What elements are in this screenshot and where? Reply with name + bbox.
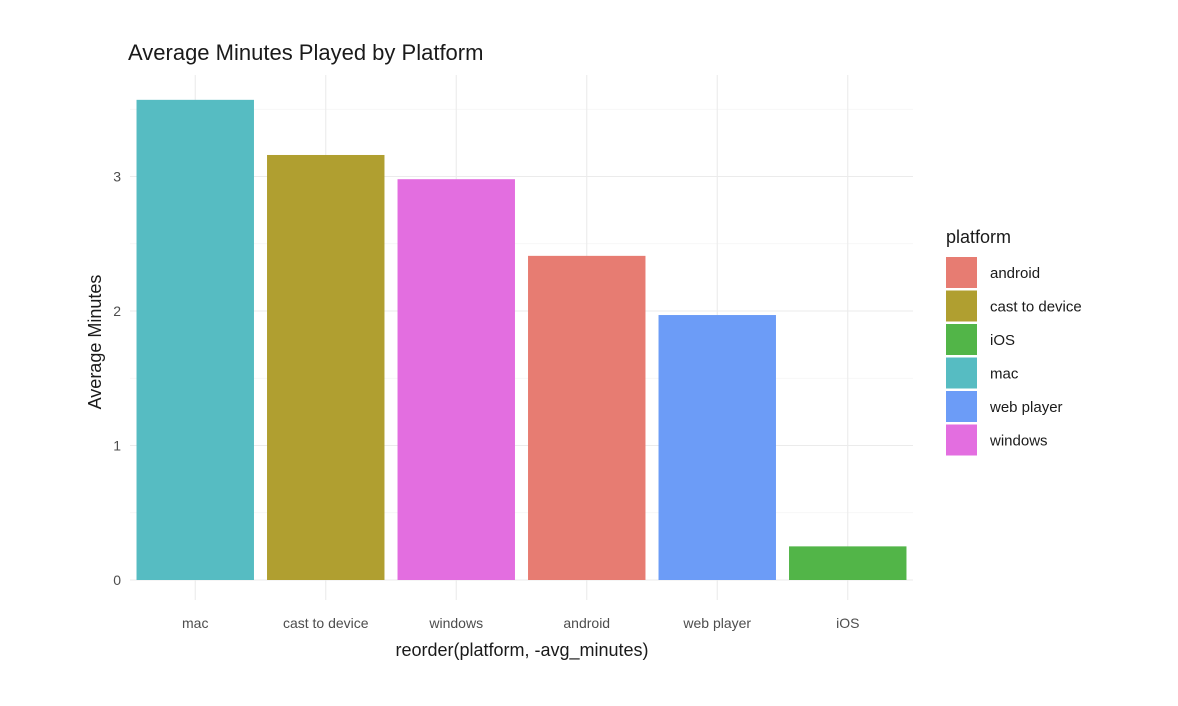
x-tick-label: cast to device xyxy=(283,615,369,631)
legend-label: android xyxy=(990,265,1040,282)
legend-label: mac xyxy=(990,366,1019,383)
legend: platform android cast to device iOS mac web … xyxy=(946,227,1082,456)
legend-swatch xyxy=(946,391,977,422)
legend-label: web player xyxy=(989,399,1063,416)
legend-swatch xyxy=(946,357,977,389)
x-tick-label: android xyxy=(563,615,610,631)
y-tick-label: 1 xyxy=(113,438,121,454)
bar xyxy=(136,99,254,581)
y-tick-label: 0 xyxy=(113,572,121,588)
chart-title: Average Minutes Played by Platform xyxy=(128,40,483,65)
legend-swatch xyxy=(946,257,977,288)
bars xyxy=(136,99,907,581)
x-tick-label: web player xyxy=(682,615,751,631)
y-tick-label: 3 xyxy=(113,169,121,185)
bar xyxy=(658,315,776,580)
x-axis-title: reorder(platform, -avg_minutes) xyxy=(395,640,648,661)
bar xyxy=(789,546,907,580)
x-axis: mac cast to device windows android web playe… xyxy=(182,615,859,631)
x-tick-label: iOS xyxy=(836,615,859,631)
y-axis: 0 1 2 3 xyxy=(113,169,121,589)
legend-swatch xyxy=(946,324,977,355)
legend-label: iOS xyxy=(990,332,1015,349)
legend-label: cast to device xyxy=(990,299,1082,316)
legend-label: windows xyxy=(989,433,1048,450)
y-axis-title: Average Minutes xyxy=(85,275,105,410)
legend-swatch xyxy=(946,424,977,456)
legend-swatch xyxy=(946,290,977,322)
bar xyxy=(267,154,385,581)
x-tick-label: mac xyxy=(182,615,208,631)
bar xyxy=(528,255,646,581)
x-tick-label: windows xyxy=(428,615,483,631)
bar xyxy=(397,179,515,580)
y-tick-label: 2 xyxy=(113,303,121,319)
legend-title: platform xyxy=(946,227,1011,247)
